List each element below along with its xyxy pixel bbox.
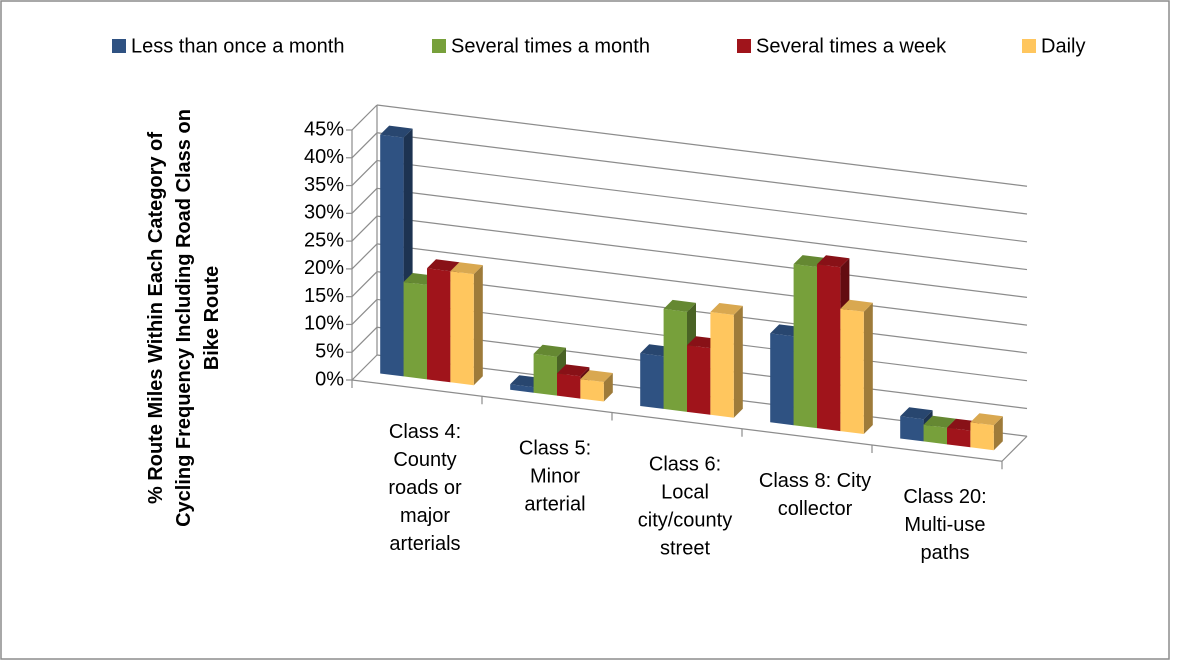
bar bbox=[710, 303, 743, 418]
side-grid-line bbox=[351, 132, 378, 159]
x-tick-label: Class 5: Minor arterial bbox=[519, 438, 591, 516]
y-tick-label: 20% bbox=[304, 257, 344, 279]
side-grid-line bbox=[351, 104, 378, 131]
side-grid-line bbox=[351, 243, 378, 270]
bar-front bbox=[900, 416, 924, 442]
grid-line bbox=[376, 104, 1028, 187]
grid-line bbox=[376, 243, 1028, 326]
legend-label: Several times a week bbox=[756, 35, 947, 57]
x-tick-label: Class 4: County roads or major arterials bbox=[388, 421, 462, 555]
x-tick-label: Class 6: Local city/county street bbox=[638, 454, 732, 560]
grid-line bbox=[376, 132, 1028, 215]
bar-top bbox=[580, 370, 613, 382]
side-grid-line bbox=[351, 299, 378, 325]
bar-side bbox=[733, 305, 743, 418]
bar-front bbox=[970, 422, 994, 451]
bar-top bbox=[817, 255, 850, 268]
side-grid-line bbox=[351, 187, 378, 214]
legend-label: Daily bbox=[1041, 35, 1085, 57]
bar-top bbox=[450, 262, 483, 275]
y-tick-label: 0% bbox=[315, 368, 344, 390]
bar-front bbox=[533, 353, 557, 396]
bar-front bbox=[923, 424, 947, 445]
legend-label: Several times a month bbox=[451, 35, 650, 57]
bar-front bbox=[510, 384, 534, 393]
bar-front bbox=[557, 373, 581, 399]
y-tick-label: 30% bbox=[304, 202, 344, 224]
bar bbox=[580, 370, 613, 402]
bar-front bbox=[640, 353, 664, 409]
legend-swatch bbox=[1022, 39, 1036, 53]
side-grid-line bbox=[351, 326, 378, 353]
x-tick-label: Class 20: Multi-use paths bbox=[903, 486, 986, 564]
bar-front bbox=[427, 268, 451, 383]
legend-label: Less than once a month bbox=[131, 35, 344, 57]
bar-front bbox=[840, 308, 864, 434]
bar-top bbox=[557, 364, 590, 377]
grid-line bbox=[376, 271, 1028, 354]
y-tick-label: 45% bbox=[304, 118, 344, 140]
bar bbox=[840, 299, 873, 434]
bar-top bbox=[380, 125, 413, 138]
bar-top bbox=[923, 415, 956, 428]
bar-top bbox=[970, 413, 1003, 426]
bar-front bbox=[580, 379, 604, 402]
y-tick-label: 10% bbox=[304, 313, 344, 335]
y-axis-title: % Route Miles Within Each Category of Cyc… bbox=[145, 109, 223, 527]
bar-side bbox=[863, 302, 873, 434]
bar-front bbox=[947, 427, 971, 448]
y-tick-label: 15% bbox=[304, 285, 344, 307]
legend-swatch bbox=[737, 39, 751, 53]
x-axis bbox=[351, 379, 1003, 462]
legend-swatch bbox=[112, 39, 126, 53]
side-grid-line bbox=[351, 354, 378, 381]
bar-front bbox=[793, 264, 817, 429]
bar-top bbox=[900, 407, 933, 420]
bar-front bbox=[663, 308, 687, 412]
bar-top bbox=[840, 299, 873, 312]
y-tick-label: 35% bbox=[304, 174, 344, 196]
y-tick-label: 40% bbox=[304, 146, 344, 168]
side-grid-line bbox=[351, 271, 378, 298]
bar-front bbox=[687, 345, 711, 415]
bar-top bbox=[710, 303, 743, 315]
bar-side bbox=[473, 265, 483, 386]
y-tick-label: 5% bbox=[315, 341, 344, 363]
bar-top bbox=[663, 299, 696, 312]
bar-front bbox=[450, 271, 474, 386]
bar-front bbox=[817, 264, 841, 432]
bar-front bbox=[380, 134, 404, 377]
legend-swatch bbox=[432, 39, 446, 53]
side-grid-line bbox=[351, 160, 378, 186]
bar-top bbox=[533, 344, 566, 357]
bar-front bbox=[403, 282, 427, 380]
bar bbox=[450, 262, 483, 386]
bar bbox=[970, 413, 1003, 451]
bar-side bbox=[993, 416, 1003, 451]
x-tick-label: Class 8: City collector bbox=[759, 470, 871, 520]
bar-side bbox=[603, 373, 613, 402]
grid-line bbox=[376, 159, 1028, 243]
bar-front bbox=[710, 312, 734, 418]
y-tick-label: 25% bbox=[304, 229, 344, 251]
floor-edge bbox=[1001, 435, 1028, 462]
side-grid-line bbox=[351, 215, 378, 242]
grid-line bbox=[376, 215, 1028, 298]
bar-top bbox=[427, 259, 460, 272]
bar-front bbox=[770, 333, 794, 426]
grid-line bbox=[376, 187, 1028, 271]
